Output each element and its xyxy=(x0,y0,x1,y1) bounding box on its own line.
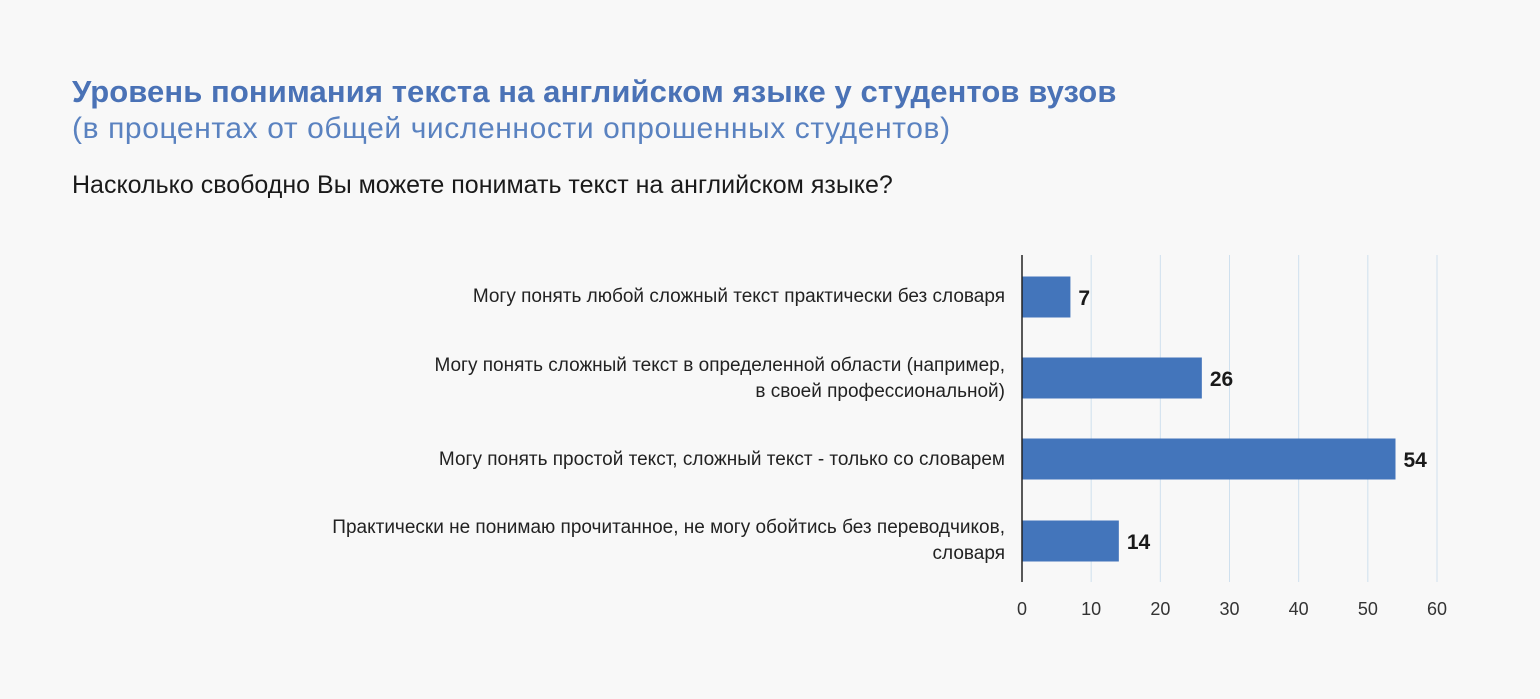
x-tick-label-60: 60 xyxy=(1427,599,1447,619)
category-label-3: Могу понять простой текст, сложный текст… xyxy=(438,449,1005,470)
bar-1 xyxy=(1022,276,1071,318)
chart-title: Уровень понимания текста на английском я… xyxy=(72,74,1117,109)
data-label-2: 26 xyxy=(1210,368,1233,391)
data-label-3: 54 xyxy=(1404,449,1428,472)
bar-3 xyxy=(1022,438,1396,480)
x-tick-label-20: 20 xyxy=(1150,599,1170,619)
x-tick-label-0: 0 xyxy=(1017,599,1027,619)
x-tick-label-40: 40 xyxy=(1289,599,1309,619)
x-tick-label-30: 30 xyxy=(1219,599,1239,619)
category-label-4: Практически не понимаю прочитанное, не м… xyxy=(332,517,1005,564)
bar-2 xyxy=(1022,357,1202,399)
x-tick-label-10: 10 xyxy=(1081,599,1101,619)
chart-subtitle: (в процентах от общей численности опроше… xyxy=(72,112,951,145)
bar-4 xyxy=(1022,520,1119,562)
x-tick-label-50: 50 xyxy=(1358,599,1378,619)
data-label-1: 7 xyxy=(1078,287,1090,310)
category-label-2: Могу понять сложный текст в определенной… xyxy=(434,355,1005,402)
data-label-4: 14 xyxy=(1127,531,1151,554)
category-label-1: Могу понять любой сложный текст практиче… xyxy=(472,286,1005,307)
survey-question: Насколько свободно Вы можете понимать те… xyxy=(72,171,893,199)
